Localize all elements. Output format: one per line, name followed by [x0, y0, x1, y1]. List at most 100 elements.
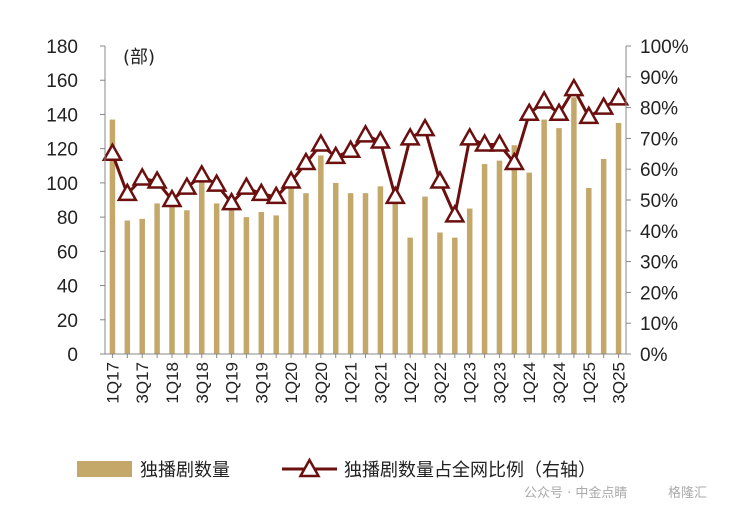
x-tick-label: 1Q22 [401, 362, 420, 404]
bar-1Q20 [288, 184, 294, 354]
bar-4Q18 [213, 203, 220, 354]
line-point-3Q17 [131, 166, 153, 186]
x-tick-label: 1Q17 [103, 362, 122, 404]
bar-2Q19 [243, 217, 250, 354]
line-point-1Q22 [399, 126, 421, 146]
right-tick-label: 100% [640, 37, 689, 58]
x-tick-label: 3Q17 [133, 362, 152, 404]
bar-3Q19 [258, 211, 265, 354]
line-point-3Q22 [429, 169, 451, 189]
line-point-1Q25 [578, 105, 600, 125]
bar-4Q17 [154, 203, 160, 354]
bar-1Q23 [466, 208, 473, 354]
x-tick-label: 1Q21 [342, 362, 361, 404]
right-tick-label: 50% [640, 191, 678, 212]
x-tick-label: 1Q24 [520, 362, 539, 404]
line-point-1Q19 [220, 191, 243, 211]
x-tick-label: 3Q21 [371, 362, 390, 404]
right-tick-label: 70% [640, 129, 678, 150]
bar-3Q25 [615, 123, 622, 354]
line-point-2Q23 [473, 133, 496, 152]
line-point-4Q19 [265, 185, 287, 205]
bar-2Q20 [303, 193, 309, 354]
bar-3Q23 [496, 160, 503, 354]
bar-2Q21 [362, 193, 369, 354]
bar-1Q25 [586, 188, 592, 354]
x-tick-label: 3Q20 [312, 362, 331, 404]
line-point-2Q18 [176, 176, 198, 195]
left-tick-label: 120 [46, 140, 78, 161]
line-point-2Q24 [533, 89, 555, 109]
bar-1Q19 [228, 206, 235, 354]
bar-2Q24 [541, 119, 547, 354]
line-point-3Q19 [250, 182, 272, 202]
line-point-4Q21 [384, 185, 406, 205]
line-point-1Q24 [518, 102, 540, 122]
right-y-ticks: 0% 10% 20% 30% 40% 50% 60% 70% 80% 90% 100% [626, 37, 689, 366]
line-point-3Q18 [191, 163, 213, 183]
bar-1Q18 [169, 206, 175, 354]
right-tick-label: 40% [640, 222, 678, 243]
bar-4Q19 [273, 215, 279, 354]
x-tick-label: 3Q19 [252, 362, 271, 404]
left-tick-label: 60 [57, 242, 78, 263]
bar-2Q18 [184, 210, 190, 354]
watermark: 公众号 · 中金点睛 格隆汇 [524, 485, 707, 501]
right-tick-label: 30% [640, 253, 678, 274]
x-tick-label: 3Q22 [431, 362, 450, 404]
line-point-1Q17 [101, 142, 124, 162]
x-tick-label: 1Q23 [461, 362, 480, 404]
bar-4Q22 [452, 237, 458, 354]
bar-4Q24 [571, 97, 577, 354]
bar-4Q21 [392, 198, 399, 354]
line-point-2Q20 [295, 151, 317, 171]
bar-2Q23 [481, 164, 488, 354]
bar-1Q22 [407, 237, 413, 354]
legend-triangle-marker [298, 457, 321, 478]
bar-1Q21 [347, 193, 354, 354]
left-tick-label: 80 [57, 208, 78, 229]
line-point-4Q24 [563, 77, 585, 97]
bar-3Q21 [377, 186, 384, 354]
watermark-text: 公众号 · 中金点睛 [524, 485, 627, 501]
line-point-2Q22 [414, 117, 436, 137]
line-point-3Q23 [488, 133, 511, 152]
bar-3Q24 [556, 128, 562, 354]
line-point-1Q18 [161, 188, 183, 208]
right-tick-label: 0% [640, 345, 668, 366]
bar-3Q22 [437, 232, 443, 354]
bar-4Q20 [332, 182, 339, 354]
left-tick-label: 140 [46, 105, 78, 126]
line-point-1Q21 [339, 139, 362, 158]
left-y-ticks: 0 20 40 60 80 100 120 140 160 180 [46, 37, 105, 366]
bar-3Q18 [199, 179, 205, 354]
left-tick-label: 160 [46, 71, 78, 92]
x-tick-label: 1Q18 [163, 362, 182, 404]
x-tick-label: 3Q24 [550, 362, 569, 404]
line-point-3Q21 [369, 129, 392, 149]
x-ticks: 1Q17 3Q17 1Q18 3Q18 1Q19 3Q19 1Q20 3Q20 1Q21 3Q21… [103, 354, 629, 404]
line-layer [101, 77, 630, 223]
x-tick-label: 1Q20 [282, 362, 301, 404]
right-tick-label: 60% [640, 160, 678, 181]
line-point-1Q23 [459, 126, 481, 146]
line-point-2Q21 [354, 123, 377, 143]
line-point-4Q17 [146, 169, 168, 189]
bar-1Q24 [526, 172, 532, 354]
line-point-2Q25 [593, 96, 615, 115]
right-tick-label: 20% [640, 283, 678, 304]
bars-layer [109, 97, 622, 354]
right-tick-label: 10% [640, 314, 678, 335]
unit-label: (部) [123, 47, 155, 68]
legend-bar-label: 独播剧数量 [140, 460, 230, 481]
x-tick-label: 3Q18 [193, 362, 212, 404]
legend-line-label: 独播剧数量占全网比例（右轴） [344, 460, 596, 481]
left-tick-label: 100 [46, 174, 78, 195]
line-point-4Q22 [444, 203, 466, 223]
bar-2Q17 [124, 220, 131, 354]
bar-2Q25 [600, 158, 607, 354]
bar-2Q22 [422, 196, 428, 354]
legend-bar-swatch [77, 461, 132, 477]
line-point-3Q25 [607, 86, 630, 106]
